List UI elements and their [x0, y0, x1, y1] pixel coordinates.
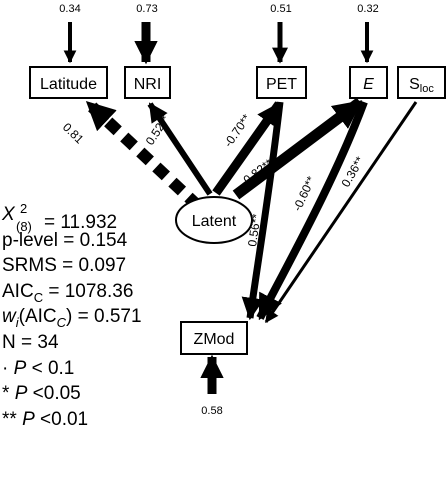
srms: SRMS = 0.097	[2, 255, 127, 277]
residual-arrows	[63, 22, 374, 394]
path-latent-pet	[212, 101, 283, 196]
chi-square-symbol: X 2 (8)	[2, 201, 32, 234]
residual-value-nri: 0.73	[136, 3, 157, 15]
akaike-weight-row: wi(AICC) = 0.571	[2, 306, 142, 331]
node-nri: NRI	[124, 66, 171, 99]
path-sloc-zmod	[264, 101, 418, 324]
node-label-sloc-sub: loc	[420, 83, 435, 95]
node-label-sloc: S	[409, 76, 420, 93]
node-label-latent: Latent	[192, 213, 237, 230]
significance-level-3: ** P <0.01	[2, 408, 89, 430]
node-e: E	[349, 66, 388, 99]
coef-pet-zmod: 0.56**	[245, 213, 263, 248]
path-latent-latitude	[83, 98, 203, 211]
node-latitude: Latitude	[29, 66, 108, 99]
residual-values: 0.34 0.73 0.51 0.32 0.58	[59, 3, 378, 417]
node-sloc: Sloc	[397, 66, 446, 99]
node-zmod: ZMod	[180, 321, 248, 355]
node-label-latitude: Latitude	[40, 76, 97, 93]
residual-value-e: 0.32	[357, 3, 378, 15]
svg-text:Sloc: Sloc	[409, 76, 434, 95]
residual-value-latitude: 0.34	[59, 3, 80, 15]
residual-value-zmod: 0.58	[201, 405, 222, 417]
node-label-nri: NRI	[134, 76, 162, 93]
node-label-zmod: ZMod	[194, 331, 235, 348]
node-label-pet: PET	[266, 76, 297, 93]
path-latent-nri	[147, 102, 213, 196]
chi-square-row: X 2 (8) = 11.932	[2, 201, 142, 234]
residual-value-pet: 0.51	[270, 3, 291, 15]
p-level: p-level = 0.154	[2, 229, 128, 251]
path-latent-e	[232, 97, 364, 200]
fit-statistics: X 2 (8) = 11.932 p-level = 0.154 SRMS = …	[2, 201, 142, 432]
path-e-zmod	[256, 100, 368, 321]
significance-level-2: * P <0.05	[2, 383, 81, 405]
chi-square-value: = 11.932	[44, 212, 118, 233]
sample-size: N = 34	[2, 331, 59, 353]
coef-latent-latitude: 0.81	[60, 120, 87, 147]
node-latent: Latent	[175, 196, 253, 244]
significance-level-1: · P < 0.1	[2, 357, 75, 379]
aic-row: AICC = 1078.36	[2, 280, 134, 305]
path-pet-zmod	[241, 101, 284, 321]
node-pet: PET	[256, 66, 307, 99]
node-label-e: E	[363, 76, 374, 93]
path-arrows	[83, 97, 418, 324]
